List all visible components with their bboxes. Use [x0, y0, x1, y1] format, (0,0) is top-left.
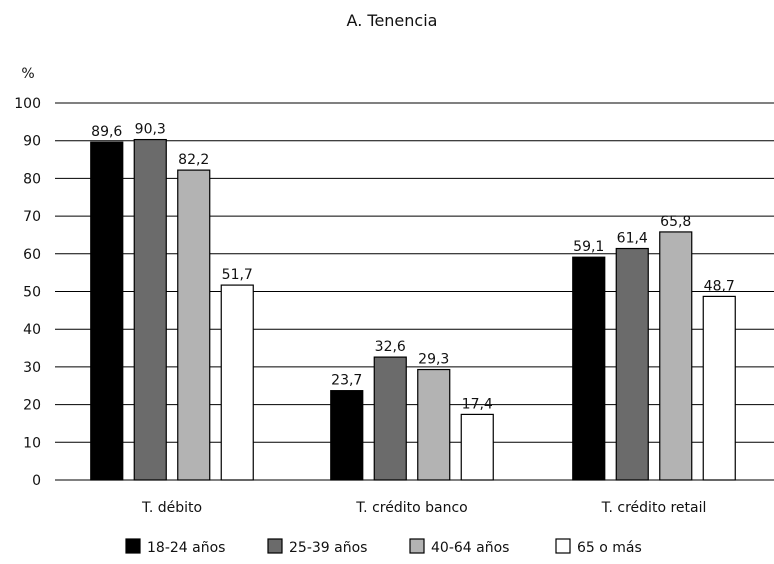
- bar: [417, 368, 451, 481]
- bar: [330, 390, 364, 481]
- bar: [615, 247, 649, 481]
- data-label: 32,6: [375, 339, 406, 355]
- y-tick-label: 90: [23, 134, 41, 150]
- x-tick-label: T. crédito banco: [355, 500, 467, 516]
- legend-label: 65 o más: [577, 540, 642, 556]
- y-axis-label: %: [21, 66, 34, 82]
- y-tick-label: 0: [32, 473, 41, 489]
- chart-title: A. Tenencia: [347, 11, 438, 30]
- bar: [177, 169, 211, 481]
- y-tick-label: 80: [23, 171, 41, 187]
- legend-swatch: [125, 538, 141, 554]
- x-tick-label: T. débito: [141, 500, 202, 516]
- data-label: 90,3: [135, 122, 166, 138]
- legend-swatch: [409, 538, 425, 554]
- y-tick-label: 10: [23, 435, 41, 451]
- data-label: 48,7: [704, 278, 735, 294]
- bar: [90, 141, 124, 481]
- bar: [572, 256, 606, 481]
- y-tick-label: 50: [23, 285, 41, 301]
- bars: [90, 138, 736, 481]
- data-label: 65,8: [660, 214, 691, 230]
- legend: 18-24 años 25-39 años 40-64 años 65 o más: [125, 538, 642, 556]
- bar: [133, 138, 167, 481]
- legend-label: 18-24 años: [147, 540, 225, 556]
- bar: [220, 284, 254, 481]
- legend-label: 25-39 años: [289, 540, 367, 556]
- data-label: 29,3: [418, 352, 449, 368]
- data-label: 59,1: [573, 239, 604, 255]
- x-tick-label: T. crédito retail: [601, 500, 707, 516]
- x-tick-labels: T. débito T. crédito banco T. crédito reta…: [141, 500, 706, 516]
- bar: [373, 356, 407, 481]
- legend-swatch: [267, 538, 283, 554]
- data-label: 82,2: [178, 152, 209, 168]
- data-labels: 89,6 90,3 82,2 51,7 23,7 32,6 29,3 17,4 59,1 61,4…: [91, 122, 735, 413]
- legend-label: 40-64 años: [431, 540, 509, 556]
- data-label: 61,4: [617, 231, 648, 247]
- data-label: 23,7: [331, 373, 362, 389]
- legend-swatch: [555, 538, 571, 554]
- grid-lines: [55, 102, 774, 481]
- bar: [460, 413, 494, 481]
- y-tick-label: 20: [23, 398, 41, 414]
- y-tick-label: 70: [23, 209, 41, 225]
- bar: [702, 295, 736, 481]
- y-tick-label: 100: [14, 96, 41, 112]
- data-label: 89,6: [91, 124, 122, 140]
- y-tick-label: 40: [23, 322, 41, 338]
- y-tick-label: 30: [23, 360, 41, 376]
- data-label: 51,7: [222, 267, 253, 283]
- y-tick-labels: 0 10 20 30 40 50 60 70 80 90 100: [14, 96, 41, 489]
- data-label: 17,4: [462, 396, 493, 412]
- bar: [659, 231, 693, 481]
- y-tick-label: 60: [23, 247, 41, 263]
